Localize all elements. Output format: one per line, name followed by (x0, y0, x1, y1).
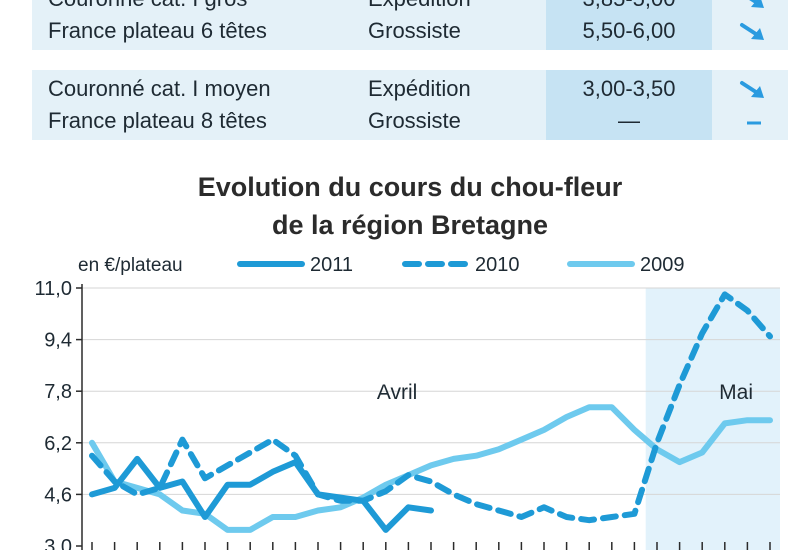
table-row: Couronné cat. I moyen Expédition 3,00-3,50 (32, 74, 788, 104)
y-tick-label: 6,2 (44, 433, 72, 455)
trend-down-arrow-icon (732, 16, 776, 46)
table-group: Couronné cat. I gros Expédition 3,85-5,00 F… (32, 0, 788, 50)
legend-label-2011: 2011 (310, 254, 353, 276)
stage-cell: Grossiste (368, 18, 461, 43)
stage-cell: Expédition (368, 0, 471, 14)
trend-stable-dash-icon (732, 106, 776, 136)
price-column-highlight (546, 0, 712, 50)
series-line-2011 (89, 455, 434, 533)
y-axis-unit-label: en €/plateau (78, 255, 183, 276)
trend-down-arrow-icon (732, 74, 776, 104)
y-tick-label: 7,8 (44, 381, 72, 403)
price-cell: — (618, 108, 640, 133)
price-column-highlight (546, 70, 712, 140)
y-tick-label: 4,6 (44, 484, 72, 506)
product-cell: France plateau 6 têtes (48, 18, 267, 43)
y-tick-label: 3,0 (44, 536, 72, 550)
price-cell: 3,85-5,00 (546, 0, 712, 14)
product-cell: Couronné cat. I gros (48, 0, 247, 14)
table-row: France plateau 8 têtes Grossiste — (32, 106, 788, 136)
month-label: Avril (377, 381, 417, 404)
month-label: Mai (719, 381, 753, 404)
price-cell: 5,50-6,00 (582, 18, 676, 43)
table-row: France plateau 6 têtes Grossiste 5,50-6,00 (32, 16, 788, 46)
product-cell: Couronné cat. I moyen (48, 76, 271, 101)
legend-label-2009: 2009 (640, 254, 685, 276)
y-tick-label: 9,4 (44, 330, 72, 352)
price-table: Couronné cat. I gros Expédition 3,85-5,00 F… (0, 0, 800, 150)
y-tick-label: 11,0 (35, 278, 72, 300)
chart-title-line2: de la région Bretagne (272, 210, 548, 240)
stage-cell: Expédition (368, 76, 471, 101)
stage-cell: Grossiste (368, 108, 461, 133)
chart-title-line1: Evolution du cours du chou-fleur (198, 172, 623, 202)
product-cell: France plateau 8 têtes (48, 108, 267, 133)
price-cell: 3,00-3,50 (582, 76, 676, 101)
trend-down-arrow-icon (732, 0, 776, 14)
table-row: Couronné cat. I gros Expédition 3,85-5,00 (32, 0, 788, 14)
table-group: Couronné cat. I moyen Expédition 3,00-3,50… (32, 70, 788, 140)
series-line-2010 (89, 291, 773, 524)
cauliflower-price-chart: Evolution du cours du chou-fleur de la r… (35, 172, 780, 550)
legend-label-2010: 2010 (475, 254, 520, 276)
